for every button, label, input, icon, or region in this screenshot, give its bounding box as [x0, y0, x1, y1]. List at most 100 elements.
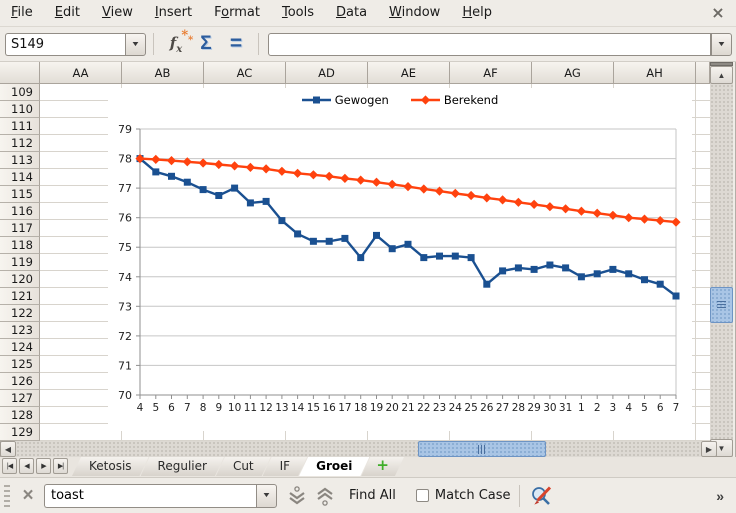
svg-text:23: 23 — [433, 402, 446, 414]
row-header-115[interactable]: 115 — [0, 186, 40, 203]
row-header-123[interactable]: 123 — [0, 322, 40, 339]
sheet-tab-regulier[interactable]: Regulier — [141, 457, 224, 476]
row-header-118[interactable]: 118 — [0, 237, 40, 254]
scroll-left-button[interactable]: ◀ — [0, 441, 16, 457]
row-header-129[interactable]: 129 — [0, 424, 40, 441]
close-find-bar-button[interactable]: × — [16, 484, 40, 508]
sheet-previous-button[interactable]: ◀ — [19, 458, 34, 474]
scroll-up-button[interactable]: ▲ — [710, 66, 733, 84]
svg-text:1: 1 — [578, 402, 585, 414]
sheet-tab-groei[interactable]: Groei — [299, 457, 369, 476]
svg-text:27: 27 — [496, 402, 509, 414]
sheet-last-button[interactable]: ▶| — [53, 458, 68, 474]
search-dropdown-button[interactable]: ▼ — [256, 483, 277, 508]
row-header-128[interactable]: 128 — [0, 407, 40, 424]
horizontal-scroll-thumb[interactable] — [418, 441, 546, 457]
svg-text:70: 70 — [118, 389, 132, 402]
function-wizard-button[interactable]: fx * * — [161, 29, 193, 57]
column-header-ae[interactable]: AE — [368, 62, 450, 84]
svg-text:17: 17 — [338, 402, 351, 414]
vertical-scroll-track[interactable] — [710, 84, 733, 439]
find-and-replace-button[interactable] — [528, 483, 556, 509]
scroll-right-button[interactable]: ▶ — [701, 441, 717, 457]
row-header-122[interactable]: 122 — [0, 305, 40, 322]
name-box-input[interactable] — [5, 32, 125, 56]
formula-input-line[interactable] — [268, 32, 711, 56]
svg-text:26: 26 — [480, 402, 494, 414]
svg-text:71: 71 — [118, 359, 132, 372]
search-input[interactable] — [44, 483, 256, 508]
row-header-121[interactable]: 121 — [0, 288, 40, 305]
sheet-next-button[interactable]: ▶ — [36, 458, 51, 474]
vertical-scrollbar[interactable]: ▲ ▼ — [710, 62, 733, 457]
find-all-button[interactable]: Find All — [343, 488, 402, 503]
svg-text:25: 25 — [464, 402, 477, 414]
menu-window[interactable]: Window — [389, 5, 441, 20]
row-header-127[interactable]: 127 — [0, 390, 40, 407]
toolbar-overflow-button[interactable]: » — [708, 488, 732, 504]
svg-text:15: 15 — [307, 402, 320, 414]
row-header-111[interactable]: 111 — [0, 118, 40, 135]
row-header-124[interactable]: 124 — [0, 339, 40, 356]
menubar: File Edit View Insert Format Tools Data Window H… — [0, 0, 736, 27]
row-header-114[interactable]: 114 — [0, 169, 40, 186]
horizontal-scrollbar[interactable]: ◀ ▶ — [0, 441, 717, 457]
column-header-aa[interactable]: AA — [40, 62, 122, 84]
column-header-ah[interactable]: AH — [614, 62, 696, 84]
name-box-dropdown-button[interactable]: ▼ — [125, 32, 146, 56]
select-all-corner[interactable] — [0, 62, 40, 84]
scrollbar-split-handle[interactable] — [710, 62, 733, 66]
match-case-checkbox[interactable] — [415, 489, 429, 502]
column-header-ad[interactable]: AD — [286, 62, 368, 84]
menu-view[interactable]: View — [101, 5, 133, 20]
menu-edit[interactable]: Edit — [54, 5, 80, 20]
row-header-119[interactable]: 119 — [0, 254, 40, 271]
formula-bar-expand-button[interactable]: ▼ — [711, 32, 732, 56]
sum-button[interactable]: Σ — [191, 31, 221, 57]
row-header-125[interactable]: 125 — [0, 356, 40, 373]
toolbar-grip-icon[interactable] — [4, 484, 10, 507]
menu-format[interactable]: Format — [214, 5, 260, 20]
formula-button[interactable]: = — [221, 31, 251, 57]
svg-text:5: 5 — [641, 402, 648, 414]
find-previous-button[interactable] — [311, 483, 339, 509]
svg-text:3: 3 — [610, 402, 617, 414]
sheet-tab-cut[interactable]: Cut — [216, 457, 271, 476]
column-header-partial[interactable] — [696, 62, 710, 84]
menu-tools[interactable]: Tools — [281, 5, 314, 20]
svg-text:28: 28 — [512, 402, 525, 414]
match-case-label[interactable]: Match Case — [434, 488, 511, 503]
chart-object[interactable]: Gewogen Berekend 70 71 72 73 74 75 76 77 78 79 4 5 6… — [108, 88, 692, 431]
menu-insert[interactable]: Insert — [154, 5, 193, 20]
find-next-button[interactable] — [283, 483, 311, 509]
column-header-af[interactable]: AF — [450, 62, 532, 84]
sheet-tab-ketosis[interactable]: Ketosis — [72, 457, 149, 476]
row-header-117[interactable]: 117 — [0, 220, 40, 237]
column-header-ac[interactable]: AC — [204, 62, 286, 84]
menu-data[interactable]: Data — [335, 5, 368, 20]
menu-help[interactable]: Help — [462, 5, 492, 20]
svg-text:14: 14 — [291, 402, 305, 414]
row-header-116[interactable]: 116 — [0, 203, 40, 220]
row-header-113[interactable]: 113 — [0, 152, 40, 169]
close-icon[interactable]: × — [711, 3, 725, 22]
column-header-ag[interactable]: AG — [532, 62, 614, 84]
sheet-tab-if[interactable]: IF — [263, 457, 307, 476]
svg-text:78: 78 — [118, 153, 132, 166]
toolbar-separator — [258, 33, 259, 55]
svg-text:9: 9 — [215, 402, 222, 414]
vertical-scroll-thumb[interactable] — [710, 287, 733, 323]
menu-items: File Edit View Insert Format Tools Data Window H… — [0, 0, 503, 26]
row-header-112[interactable]: 112 — [0, 135, 40, 152]
legend-item-berekend: Berekend — [410, 93, 498, 107]
add-sheet-tab[interactable]: + — [361, 457, 404, 476]
row-header-110[interactable]: 110 — [0, 101, 40, 118]
row-header-109[interactable]: 109 — [0, 84, 40, 101]
row-header-120[interactable]: 120 — [0, 271, 40, 288]
menu-file[interactable]: File — [11, 5, 33, 20]
sheet-first-button[interactable]: |◀ — [2, 458, 17, 474]
column-header-ab[interactable]: AB — [122, 62, 204, 84]
horizontal-scroll-track[interactable] — [16, 441, 701, 457]
row-header-126[interactable]: 126 — [0, 373, 40, 390]
